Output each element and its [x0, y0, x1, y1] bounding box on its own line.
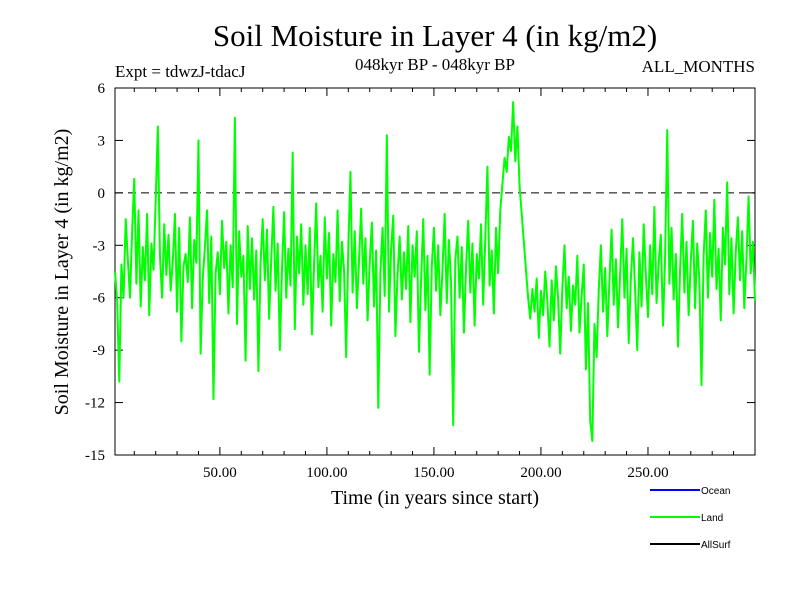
x-tick-label: 250.00 — [627, 465, 668, 481]
y-axis-label: Soil Moisture in Layer 4 (in kg/m2) — [51, 129, 73, 416]
chart-subtitle-right: ALL_MONTHS — [642, 57, 755, 76]
y-tick-label: -15 — [85, 448, 105, 464]
y-tick-label: -3 — [93, 238, 106, 254]
y-tick-label: 0 — [98, 186, 106, 202]
chart-subtitle-left: Expt = tdwzJ-tdacJ — [115, 62, 246, 81]
y-tick-label: 6 — [98, 81, 106, 97]
legend: Ocean Land AllSurf — [650, 486, 731, 551]
chart-subtitle-center: 048kyr BP - 048kyr BP — [355, 55, 515, 74]
y-tick-label: -6 — [93, 291, 106, 307]
series-line-land — [114, 100, 756, 443]
legend-label-allsurf: AllSurf — [701, 540, 731, 551]
chart-title: Soil Moisture in Layer 4 (in kg/m2) — [213, 18, 657, 53]
x-tick-label: 100.00 — [306, 465, 347, 481]
y-tick-label: 3 — [98, 133, 106, 149]
y-tick-label: -12 — [85, 396, 105, 412]
x-tick-label: 150.00 — [413, 465, 454, 481]
y-tick-label: -9 — [93, 343, 106, 359]
legend-label-land: Land — [701, 513, 723, 524]
series-layer — [114, 100, 756, 443]
legend-label-ocean: Ocean — [701, 486, 730, 497]
x-tick-label: 50.00 — [203, 465, 237, 481]
axis-ticks: 6 3 0 -3 -6 -9 -12 -15 50.00 100.00 150.00 200.00 25… — [85, 81, 755, 481]
x-tick-label: 200.00 — [520, 465, 561, 481]
x-axis-label: Time (in years since start) — [331, 487, 539, 509]
